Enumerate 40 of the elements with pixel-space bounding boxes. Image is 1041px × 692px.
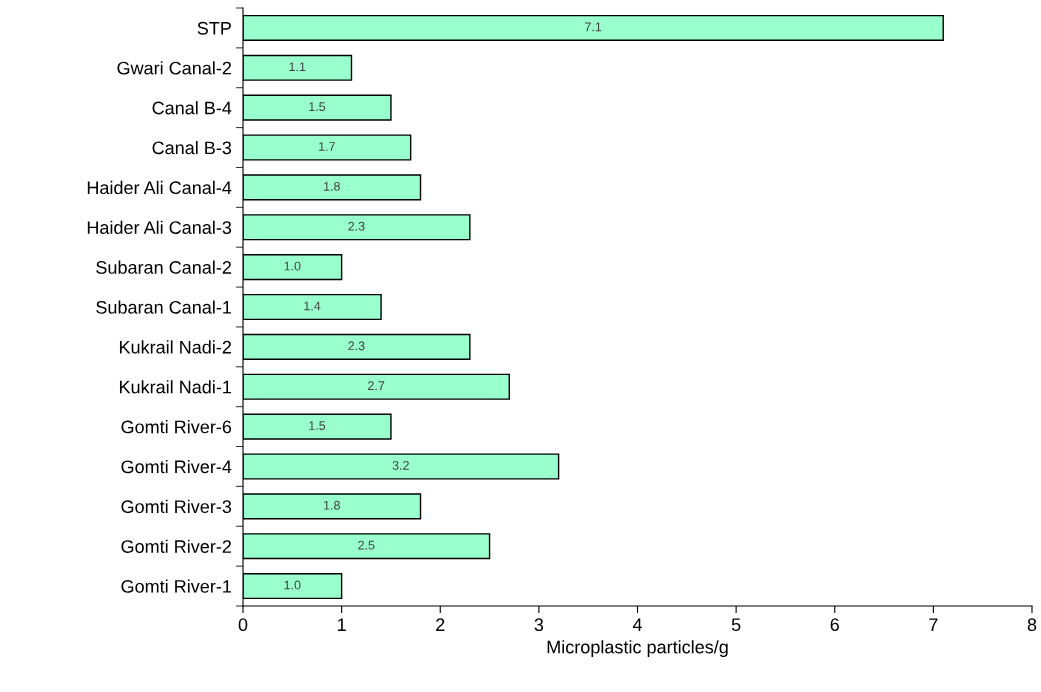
y-tick-label: Haider Ali Canal-4 — [87, 180, 232, 195]
data-label: 2.7 — [368, 381, 385, 390]
y-tick-label: Gomti River-3 — [121, 499, 232, 514]
x-tick-label: 3 — [534, 618, 544, 632]
y-tick-label: Gwari Canal-2 — [117, 61, 231, 75]
y-tick-label: Kukrail Nadi-1 — [119, 380, 232, 394]
data-label: 1.5 — [309, 102, 326, 112]
data-label: 2.5 — [358, 540, 375, 550]
x-tick-label: 7 — [929, 618, 938, 631]
data-label: 2.3 — [348, 221, 365, 231]
data-label: 1.8 — [324, 181, 340, 191]
y-tick-label: Canal B-4 — [152, 101, 232, 115]
data-label: 1.0 — [284, 261, 301, 271]
data-label: 1.4 — [304, 301, 321, 311]
y-tick-label: Subaran Canal-1 — [96, 300, 232, 314]
data-label: 1.0 — [284, 580, 301, 590]
x-tick-label: 2 — [436, 618, 445, 631]
x-tick-label: 5 — [731, 618, 741, 632]
data-label: 7.1 — [585, 22, 602, 32]
y-tick-label: Gomti River-1 — [121, 579, 232, 593]
y-tick-label: Gomti River-2 — [121, 539, 231, 553]
x-tick-label: 8 — [1027, 618, 1037, 632]
y-tick-label: Kukrail Nadi-2 — [119, 340, 231, 354]
x-tick-label: 1 — [337, 618, 346, 631]
x-tick-label: 6 — [830, 618, 839, 632]
x-tick-label: 0 — [238, 618, 248, 632]
data-label: 1.1 — [289, 62, 306, 72]
x-tick-label: 4 — [632, 618, 642, 631]
data-label: 1.5 — [309, 421, 326, 430]
data-label: 1.7 — [319, 142, 335, 151]
y-tick-label: Gomti River-4 — [121, 459, 232, 474]
y-tick-label: Gomti River-6 — [121, 420, 232, 434]
data-label: 3.2 — [392, 460, 409, 470]
x-axis-title: Microplastic particles/g — [547, 640, 728, 658]
y-tick-label: Subaran Canal-2 — [96, 260, 231, 274]
data-label: 1.8 — [324, 500, 340, 510]
y-tick-label: Haider Ali Canal-3 — [87, 220, 232, 234]
y-tick-label: STP — [197, 21, 231, 35]
data-label: 2.3 — [348, 341, 365, 351]
y-tick-label: Canal B-3 — [152, 140, 232, 155]
